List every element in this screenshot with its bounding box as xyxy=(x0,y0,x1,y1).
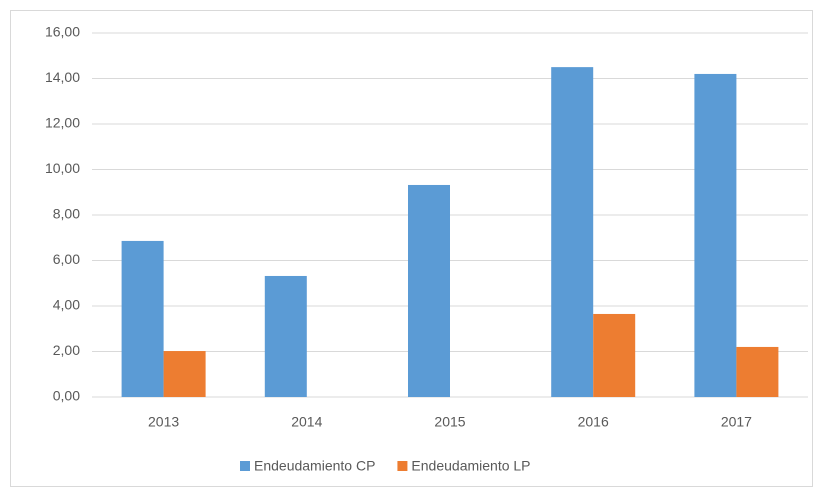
y-tick-label: 16,00 xyxy=(45,24,80,40)
y-tick-label: 6,00 xyxy=(53,251,80,267)
y-tick-label: 10,00 xyxy=(45,160,80,176)
legend-swatch xyxy=(240,461,250,471)
bar xyxy=(593,313,636,397)
y-tick-label: 0,00 xyxy=(53,388,80,404)
bar xyxy=(736,346,779,397)
bar xyxy=(408,184,450,397)
x-tick-label: 2015 xyxy=(434,414,465,430)
y-tick-label: 14,00 xyxy=(45,69,80,85)
bar xyxy=(163,351,206,397)
x-tick-label: 2017 xyxy=(721,414,752,430)
y-tick-label: 2,00 xyxy=(53,342,80,358)
bar xyxy=(694,73,737,397)
x-tick-label: 2014 xyxy=(291,414,322,430)
y-tick-label: 8,00 xyxy=(53,206,80,222)
y-tick-label: 4,00 xyxy=(53,297,80,313)
bar xyxy=(121,240,164,397)
x-tick-label: 2016 xyxy=(578,414,609,430)
legend-label: Endeudamiento LP xyxy=(411,458,530,474)
bar xyxy=(264,275,307,397)
y-tick-label: 12,00 xyxy=(45,115,80,131)
x-tick-label: 2013 xyxy=(148,414,179,430)
legend-swatch xyxy=(397,461,408,471)
legend-label: Endeudamiento CP xyxy=(254,458,375,474)
bar xyxy=(551,67,594,397)
